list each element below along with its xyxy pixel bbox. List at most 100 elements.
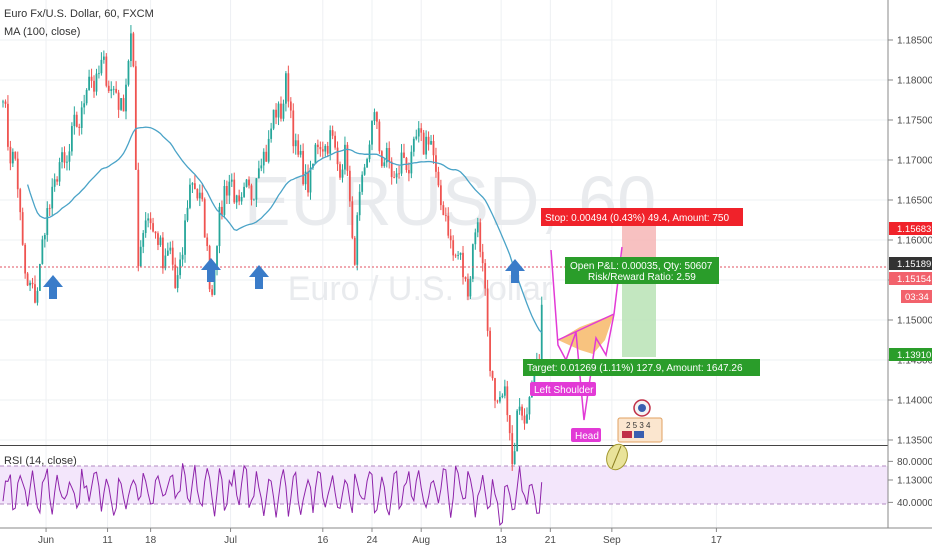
candle-body xyxy=(479,222,482,252)
up-arrow-icon[interactable] xyxy=(505,259,525,283)
candle-body xyxy=(341,169,344,178)
candle-body xyxy=(420,128,423,133)
symbol-title[interactable]: Euro Fx/U.S. Dollar, 60, FXCM xyxy=(4,8,154,20)
head-tag[interactable]: Head xyxy=(571,428,601,442)
rsi-ticks: 80.0000 40.0000 xyxy=(888,457,932,509)
us-flag-icon xyxy=(622,431,632,438)
candle-body xyxy=(353,237,356,265)
candle-body xyxy=(186,207,189,221)
candle-body xyxy=(48,208,51,209)
candle-body xyxy=(494,378,496,401)
candle-body xyxy=(275,109,277,118)
up-arrow-icon[interactable] xyxy=(43,275,63,299)
time-tick-label: 21 xyxy=(545,535,557,546)
candle-body xyxy=(132,33,135,67)
candle-body xyxy=(248,179,250,186)
candle-body xyxy=(19,189,22,213)
candle-body xyxy=(174,264,177,288)
arrow-group xyxy=(43,258,525,299)
pnl-label-box[interactable]: Open P&L: 0.00035, Qty: 50607 Risk/Rewar… xyxy=(565,257,719,284)
candle-body xyxy=(230,179,233,182)
target-label: Target: 0.01269 (1.11%) 127.9, Amount: 1… xyxy=(527,363,743,374)
candle-body xyxy=(503,386,506,396)
candle-body xyxy=(444,215,447,216)
candle-body xyxy=(518,406,521,411)
candle-body xyxy=(348,170,351,202)
candle-body xyxy=(189,184,191,208)
candle-body xyxy=(432,141,435,156)
candle-body xyxy=(14,151,17,159)
candle-body xyxy=(201,192,204,200)
event-dot-icon xyxy=(638,404,646,412)
candle-body xyxy=(459,252,462,255)
rsi-annotation-arrow xyxy=(611,445,622,469)
candle-body xyxy=(184,220,186,255)
rsi-legend[interactable]: RSI (14, close) xyxy=(4,455,77,467)
ma-legend[interactable]: MA (100, close) xyxy=(4,26,80,38)
risk-reward-label: Risk/Reward Ratio: 2.59 xyxy=(588,272,696,283)
up-arrow-icon[interactable] xyxy=(249,265,269,289)
candle-body xyxy=(282,103,285,119)
candle-body xyxy=(149,218,152,224)
stop-label-bg xyxy=(541,208,743,226)
candle-body xyxy=(309,167,312,193)
candle-body xyxy=(198,192,201,199)
time-axis[interactable]: Jun 11 18 Jul 16 24 Aug 13 21 Sep 17 xyxy=(38,528,722,546)
candle-body xyxy=(228,181,231,196)
target-label-box[interactable]: Target: 0.01269 (1.11%) 127.9, Amount: 1… xyxy=(523,359,760,376)
candle-body xyxy=(410,151,413,174)
head-label: Head xyxy=(575,431,599,442)
candle-body xyxy=(102,56,105,60)
ma-line[interactable] xyxy=(26,126,543,334)
candle-body xyxy=(152,223,154,232)
candle-body xyxy=(403,152,405,158)
candle-body xyxy=(344,144,346,170)
candle-body xyxy=(486,288,489,331)
price-tick-label: 1.16500 xyxy=(897,196,932,207)
event-markers[interactable]: 2 5 3 4 xyxy=(617,399,663,443)
up-arrow-icon[interactable] xyxy=(201,258,221,282)
pnl-label-bg xyxy=(565,257,719,284)
candle-body xyxy=(51,186,54,209)
candle-body xyxy=(260,165,263,169)
candle-body xyxy=(144,220,147,233)
candle-body xyxy=(53,179,56,187)
candle-body xyxy=(400,152,403,174)
candle-body xyxy=(307,171,309,193)
candle-body xyxy=(213,269,216,295)
candle-body xyxy=(427,136,430,145)
candle-body xyxy=(225,186,228,196)
candle-body xyxy=(137,169,140,267)
candle-body xyxy=(430,141,432,145)
candle-body xyxy=(299,151,302,155)
candle-body xyxy=(63,152,66,163)
candle-body xyxy=(506,386,509,416)
candle-body xyxy=(105,56,108,86)
candle-body xyxy=(11,151,14,164)
candle-body xyxy=(139,246,142,267)
candle-body xyxy=(265,151,268,162)
candle-body xyxy=(371,120,373,145)
candle-body xyxy=(88,76,90,90)
candle-body xyxy=(267,138,270,162)
last-price-badge: 1.15189 xyxy=(889,257,932,270)
candle-body xyxy=(425,136,428,155)
candle-body xyxy=(393,177,396,178)
candle-body xyxy=(125,84,127,112)
candle-body xyxy=(511,433,514,465)
price-tick-label: 1.18500 xyxy=(897,36,932,47)
candle-body xyxy=(9,146,12,164)
left-shoulder-tag[interactable]: Left Shoulder xyxy=(530,382,596,396)
candle-body xyxy=(292,110,295,147)
candle-body xyxy=(383,162,386,167)
candle-body xyxy=(373,112,376,121)
candle-body xyxy=(58,162,61,182)
candle-body xyxy=(358,191,361,216)
rsi-line[interactable] xyxy=(2,463,543,526)
candle-body xyxy=(122,98,125,112)
candle-body xyxy=(93,80,95,92)
candle-body xyxy=(287,73,290,102)
stop-label-box[interactable]: Stop: 0.00494 (0.43%) 49.4, Amount: 750 xyxy=(541,208,743,226)
